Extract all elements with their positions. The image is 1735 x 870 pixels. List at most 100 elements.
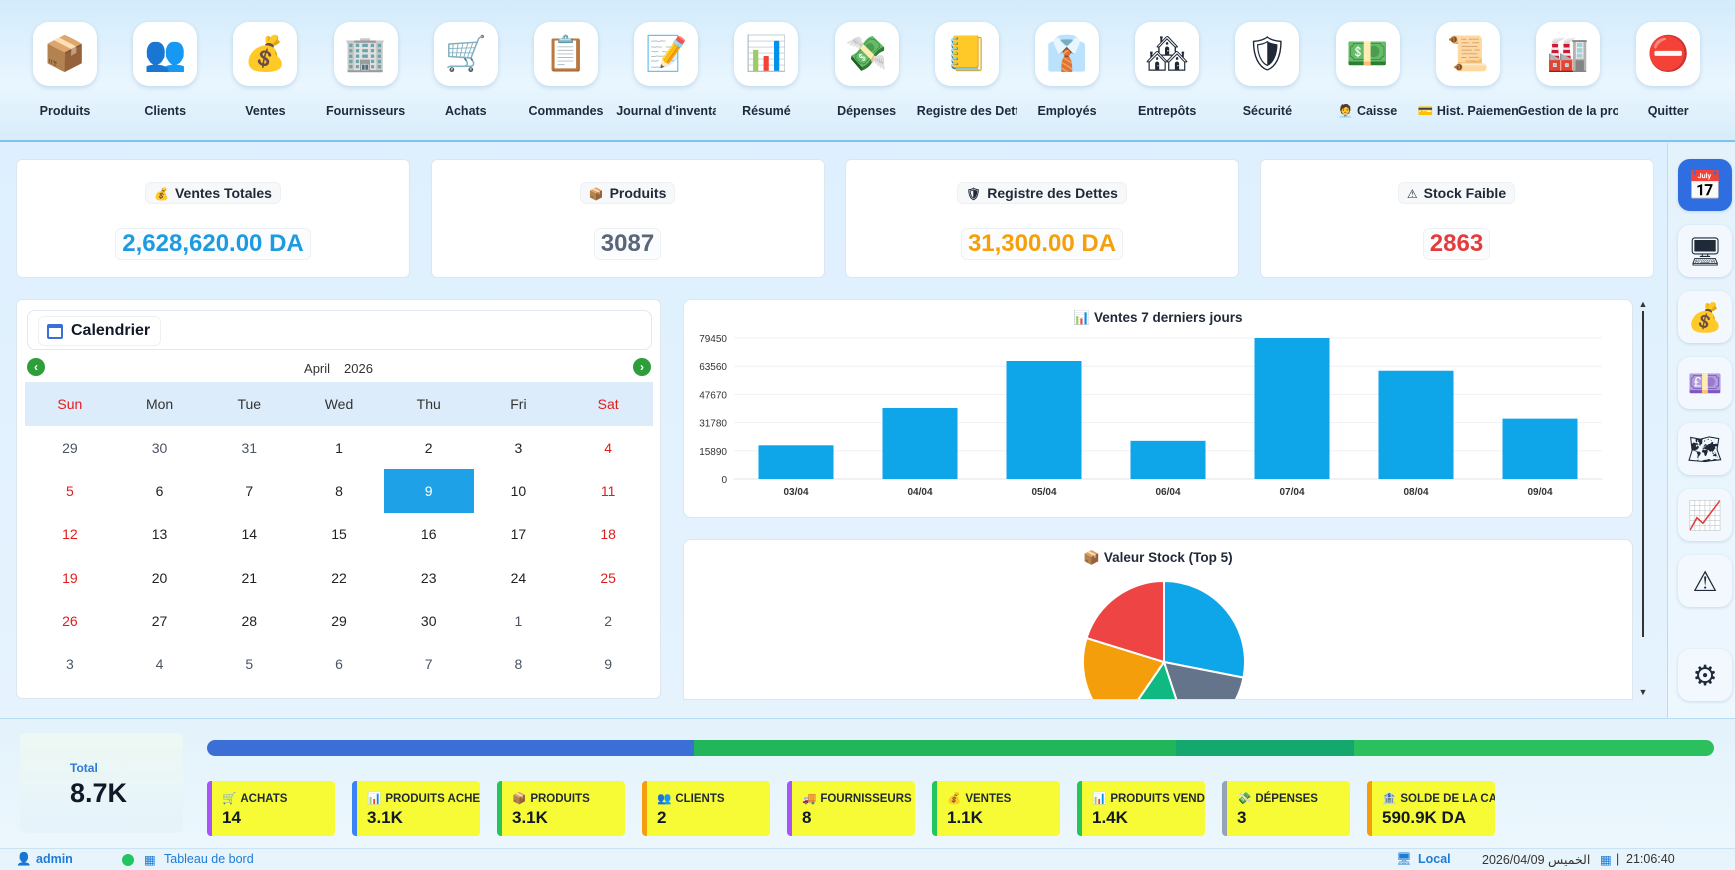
rail-button-trend-chart[interactable]: 📈 <box>1678 489 1732 541</box>
toolbar-button-10[interactable]: 📒 Registre des Dette <box>917 22 1017 132</box>
calendar-grid: Sun Mon Tue Wed Thu Fri Sat 29 30 31 1 2 3 4 5 6 7 8 9 10 1… <box>25 382 653 686</box>
stat-card-2[interactable]: 📊PRODUITS ACHETÉS 3.1K <box>352 781 480 836</box>
toolbar-button-3[interactable]: 💰 Ventes <box>215 22 315 132</box>
rail-button-warning[interactable]: ⚠ <box>1678 555 1732 607</box>
calendar-day[interactable]: 6 <box>155 482 164 499</box>
calendar-day[interactable]: 27 <box>151 612 168 629</box>
calendar-day[interactable]: 3 <box>514 439 523 456</box>
toolbar-button-9[interactable]: 💸 Dépenses <box>817 22 917 132</box>
toolbar-button-17[interactable]: ⛔ Quitter <box>1618 22 1718 132</box>
calendar-day[interactable]: 8 <box>514 656 523 673</box>
stat-card-3[interactable]: 📦 PRODUITS 3.1K <box>497 781 625 836</box>
calendar-day[interactable]: 12 <box>62 526 78 543</box>
calendar-day[interactable]: 9 <box>604 656 613 673</box>
scroll-down-arrow[interactable]: ▼ <box>1638 687 1648 697</box>
calendar-day[interactable]: 18 <box>600 526 616 543</box>
calendar-day[interactable]: 8 <box>335 482 343 499</box>
toolbar-button-6[interactable]: 📋 Commandes <box>516 22 616 132</box>
rail-button-map[interactable]: 🗺 <box>1678 423 1732 475</box>
stat-card-8[interactable]: 💸 DÉPENSES 3 <box>1222 781 1350 836</box>
stock-value-title: 📦 Valeur Stock (Top 5) <box>1083 550 1233 565</box>
rail-button-money-bag[interactable]: 💰 <box>1678 291 1732 343</box>
stat-card-7[interactable]: 📊PRODUITS VENDUS 1.4K <box>1077 781 1205 836</box>
toolbar-button-13[interactable]: 🛡 Sécurité <box>1217 22 1317 132</box>
kpi-value: 2863 <box>1261 228 1653 260</box>
calendar-day[interactable]: 2 <box>604 612 613 629</box>
toolbar-button-5[interactable]: 🛒 Achats <box>416 22 516 132</box>
scroll-up-arrow[interactable]: ▲ <box>1638 299 1648 309</box>
calendar-day[interactable]: 22 <box>331 569 347 586</box>
calendar-day[interactable]: 16 <box>420 526 437 543</box>
previous-month-button[interactable]: ‹ <box>27 358 45 376</box>
calendar-day[interactable]: 10 <box>510 482 527 499</box>
calendar-day[interactable]: 29 <box>331 612 347 629</box>
calendar-day[interactable]: 11 <box>600 482 616 499</box>
calendar-day[interactable]: 25 <box>600 569 616 586</box>
calendar-day[interactable]: 29 <box>62 439 78 456</box>
calendar-day[interactable]: 30 <box>420 612 437 629</box>
right-rail: 📅 🖥 💰 💷 🗺 📈 ⚠ ⚙ <box>1667 143 1735 718</box>
pound-banknote-icon: 💷 <box>1687 367 1723 399</box>
stat-card-5[interactable]: 🚚 FOURNISSEURS 8 <box>787 781 915 836</box>
calendar-day[interactable]: 14 <box>241 526 258 543</box>
calendar-day[interactable]: 26 <box>62 612 78 629</box>
toolbar-button-1[interactable]: 📦 Produits <box>15 22 115 132</box>
calendar-day[interactable]: 4 <box>155 656 164 673</box>
calendar-day[interactable]: 23 <box>420 569 437 586</box>
toolbar-button-14[interactable]: 💵 🧑‍💼 Caisse <box>1318 22 1418 132</box>
calendar-day[interactable]: 15 <box>331 526 347 543</box>
calendar-day[interactable]: 1 <box>335 439 343 456</box>
calendar-day[interactable]: 13 <box>151 526 168 543</box>
calendar-day[interactable]: 24 <box>510 569 527 586</box>
stat-card-4[interactable]: 👥 CLIENTS 2 <box>642 781 770 836</box>
calendar-day[interactable]: 21 <box>241 569 258 586</box>
connection-mode: Local <box>1418 852 1451 866</box>
stat-value: 590.9K DA <box>1382 808 1467 827</box>
calendar-day[interactable]: 28 <box>241 612 258 629</box>
toolbar-button-4[interactable]: 🏢 Fournisseurs <box>316 22 416 132</box>
toolbar-button-12[interactable]: 🏘 Entrepôts <box>1117 22 1217 132</box>
calendar-day[interactable]: 9 <box>383 469 474 513</box>
toolbar-button-2[interactable]: 👥 Clients <box>115 22 215 132</box>
calendar-day[interactable]: 30 <box>151 439 168 456</box>
calendar-day[interactable]: 19 <box>62 569 78 586</box>
calendar-day[interactable]: 4 <box>604 439 613 456</box>
toolbar-button-15[interactable]: 📜 💳 Hist. Paiement <box>1418 22 1518 132</box>
stock-value-panel: 📦 Valeur Stock (Top 5) <box>683 539 1633 700</box>
month-year-selector[interactable]: April 2026 <box>17 361 660 376</box>
kpi-title-pill: 📦 Produits <box>579 182 676 204</box>
rail-button-calendar[interactable]: 📅 <box>1678 159 1732 211</box>
calendar-day[interactable]: 31 <box>241 439 258 456</box>
toolbar-button-16[interactable]: 🏭 Gestion de la produ <box>1518 22 1618 132</box>
toolbar-button-11[interactable]: 👔 Employés <box>1017 22 1117 132</box>
calendar-day[interactable]: 2 <box>424 439 433 456</box>
factory-icon: 🏭 <box>1536 22 1600 86</box>
calendar-day[interactable]: 1 <box>514 612 523 629</box>
month-label[interactable]: April <box>304 361 331 376</box>
calendar-day[interactable]: 3 <box>65 656 74 673</box>
toolbar-label: Dépenses <box>837 104 897 118</box>
calendar-day[interactable]: 6 <box>335 656 343 673</box>
year-label[interactable]: 2026 <box>344 361 373 376</box>
calendar-day[interactable]: 5 <box>65 482 74 499</box>
calendar-day[interactable]: 7 <box>424 656 433 673</box>
stat-card-1[interactable]: 🛒 ACHATS 14 <box>207 781 335 836</box>
rail-button-monitor[interactable]: 🖥 <box>1678 225 1732 277</box>
calendar-day[interactable]: 20 <box>151 569 168 586</box>
scroll-thumb[interactable] <box>1642 311 1644 637</box>
calendar-day[interactable]: 7 <box>245 482 254 499</box>
current-time: 21:06:40 <box>1626 852 1675 866</box>
calendar-day[interactable]: 17 <box>510 526 527 543</box>
trend-chart-icon: 📈 <box>1687 499 1723 531</box>
charts-scrollbar[interactable]: ▲ ▼ <box>1636 299 1650 700</box>
toolbar-label: Commandes <box>528 104 604 118</box>
toolbar-button-8[interactable]: 📊 Résumé <box>716 22 816 132</box>
toolbar-button-7[interactable]: 📝 Journal d'inventa <box>616 22 716 132</box>
rail-button-pound-banknote[interactable]: 💷 <box>1678 357 1732 409</box>
rail-button-gear[interactable]: ⚙ <box>1678 649 1732 701</box>
calendar-day[interactable]: 5 <box>245 656 254 673</box>
stat-card-6[interactable]: 💰 VENTES 1.1K <box>932 781 1060 836</box>
stat-card-9[interactable]: 🏦SOLDE DE LA CAISSE 590.9K DA <box>1367 781 1495 836</box>
next-month-button[interactable]: › <box>633 358 651 376</box>
stat-label-row: 📊PRODUITS ACHETÉS <box>367 791 480 805</box>
